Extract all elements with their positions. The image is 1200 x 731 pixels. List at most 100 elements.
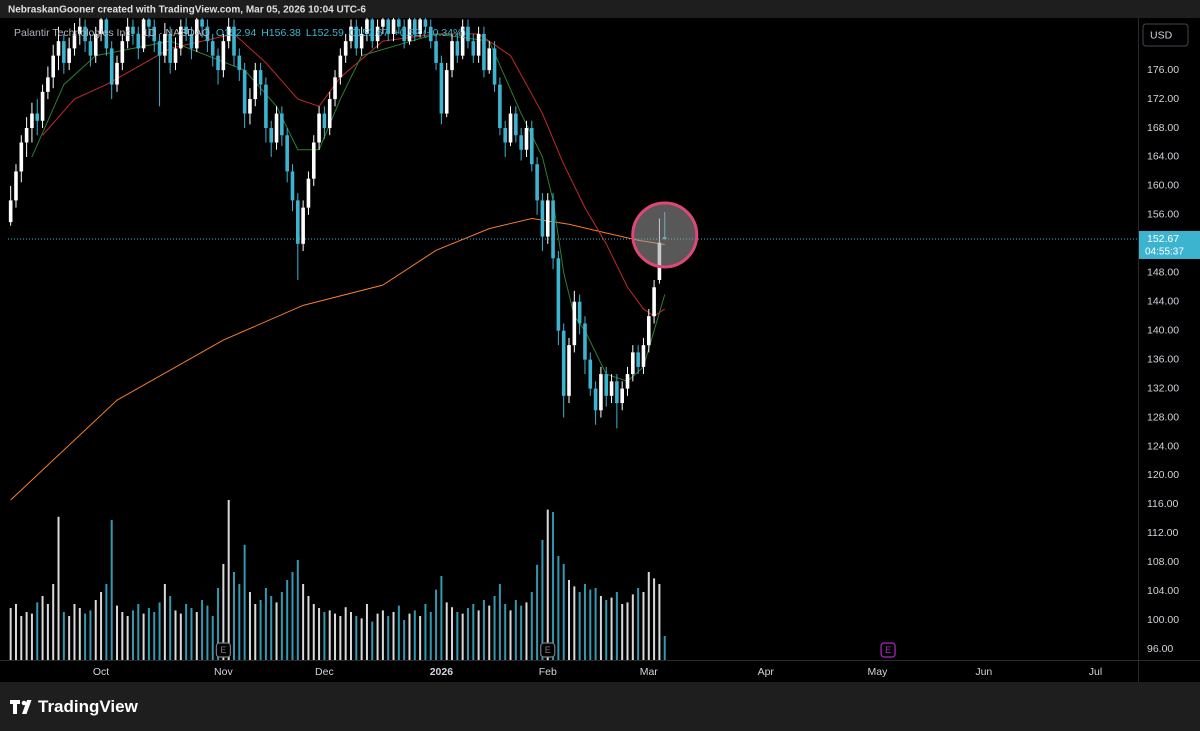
- volume-bar: [371, 621, 374, 660]
- volume-bar: [626, 602, 629, 660]
- volume-bar: [206, 605, 209, 660]
- candle-body: [296, 200, 300, 244]
- candle-body: [423, 19, 428, 27]
- volume-bar: [403, 620, 406, 660]
- x-tick-label: Feb: [539, 666, 557, 678]
- candle-body: [636, 352, 640, 367]
- candle-body: [51, 55, 55, 78]
- quote-value: C152.67: [349, 27, 389, 39]
- y-tick-label: 108.00: [1147, 556, 1179, 568]
- volume-bar: [477, 610, 480, 660]
- event-marker: [880, 642, 896, 658]
- candle-body: [583, 323, 587, 360]
- candle-body: [492, 48, 497, 85]
- candle-body: [652, 287, 656, 317]
- candle-body: [131, 26, 135, 34]
- volume-bar: [552, 512, 555, 660]
- candle-body: [641, 345, 646, 367]
- volume-bar: [227, 500, 230, 660]
- volume-bar: [238, 584, 241, 660]
- volume-bar: [307, 596, 310, 660]
- currency-box[interactable]: [1142, 23, 1189, 47]
- volume-bar: [546, 509, 549, 660]
- volume-bar: [530, 592, 533, 660]
- candle-body: [35, 113, 40, 121]
- volume-bar: [397, 605, 400, 660]
- volume-bar: [568, 580, 571, 660]
- candle-body: [125, 26, 130, 42]
- candle-body: [30, 113, 34, 129]
- candle-body: [561, 330, 566, 396]
- volume-bar: [504, 604, 507, 660]
- volume-bar: [41, 596, 44, 660]
- candle-body: [434, 41, 438, 63]
- candle-body: [418, 19, 422, 34]
- candle-body: [194, 19, 199, 49]
- volume-bar: [520, 605, 523, 660]
- x-tick-label: May: [868, 666, 889, 678]
- candle-body: [104, 19, 109, 49]
- volume-bar: [488, 605, 491, 660]
- y-tick-label: 140.00: [1147, 324, 1179, 336]
- candle-body: [631, 352, 635, 375]
- volume-bar: [376, 613, 379, 660]
- candle-body: [232, 26, 236, 56]
- candle-body: [338, 55, 343, 78]
- candle-body: [72, 33, 77, 49]
- price-label-box: [1139, 230, 1200, 259]
- candle-body: [258, 70, 263, 85]
- moving-average: [10, 217, 665, 501]
- candle-body: [439, 62, 444, 114]
- candle-body: [290, 171, 295, 201]
- candle-body: [375, 26, 380, 42]
- candle-body: [274, 113, 279, 143]
- volume-bar: [30, 613, 33, 660]
- volume-bar: [275, 602, 278, 660]
- volume-bar: [147, 608, 150, 660]
- event-label: E: [220, 645, 226, 655]
- candle-body: [556, 258, 561, 331]
- volume-bar: [562, 564, 565, 660]
- volume-bar: [557, 556, 560, 660]
- candle-body: [24, 128, 29, 143]
- chart-panel: [0, 18, 1200, 682]
- candle-body: [577, 301, 582, 324]
- volume-bar: [599, 596, 602, 660]
- candle-body: [609, 381, 614, 396]
- candle-body: [343, 41, 348, 56]
- volume-bar: [355, 616, 358, 660]
- volume-bar: [621, 604, 624, 660]
- candle-body: [40, 91, 45, 121]
- volume-bar: [472, 604, 475, 660]
- candle-body: [529, 128, 534, 165]
- candle-body: [93, 33, 98, 56]
- volume-bar: [270, 596, 273, 660]
- volume-bar: [14, 604, 17, 660]
- candle-body: [572, 301, 577, 346]
- x-tick-label: Jul: [1089, 666, 1102, 678]
- volume-bar: [445, 602, 448, 660]
- volume-bar: [302, 584, 305, 660]
- price-label: 152.67: [1147, 233, 1179, 245]
- candle-body: [285, 135, 289, 172]
- x-tick-label: 2026: [430, 666, 454, 678]
- volume-bar: [142, 613, 145, 660]
- volume-bar: [413, 610, 416, 660]
- x-tick-label: Oct: [93, 666, 109, 678]
- volume-bar: [105, 584, 108, 660]
- volume-bar: [647, 572, 650, 660]
- candle-body: [593, 388, 598, 411]
- volume-bar: [169, 596, 172, 660]
- y-tick-label: 116.00: [1147, 498, 1178, 510]
- x-tick-label: Jun: [975, 666, 992, 678]
- volume-bar: [323, 612, 326, 660]
- author-line: NebraskanGooner created with TradingView…: [8, 5, 366, 16]
- volume-bar: [605, 600, 608, 660]
- volume-bar: [233, 572, 235, 660]
- highlight-circle: [631, 201, 699, 269]
- candle-body: [317, 113, 321, 143]
- candle-body: [147, 19, 151, 27]
- volume-bar: [20, 616, 23, 660]
- candle-body: [407, 19, 412, 42]
